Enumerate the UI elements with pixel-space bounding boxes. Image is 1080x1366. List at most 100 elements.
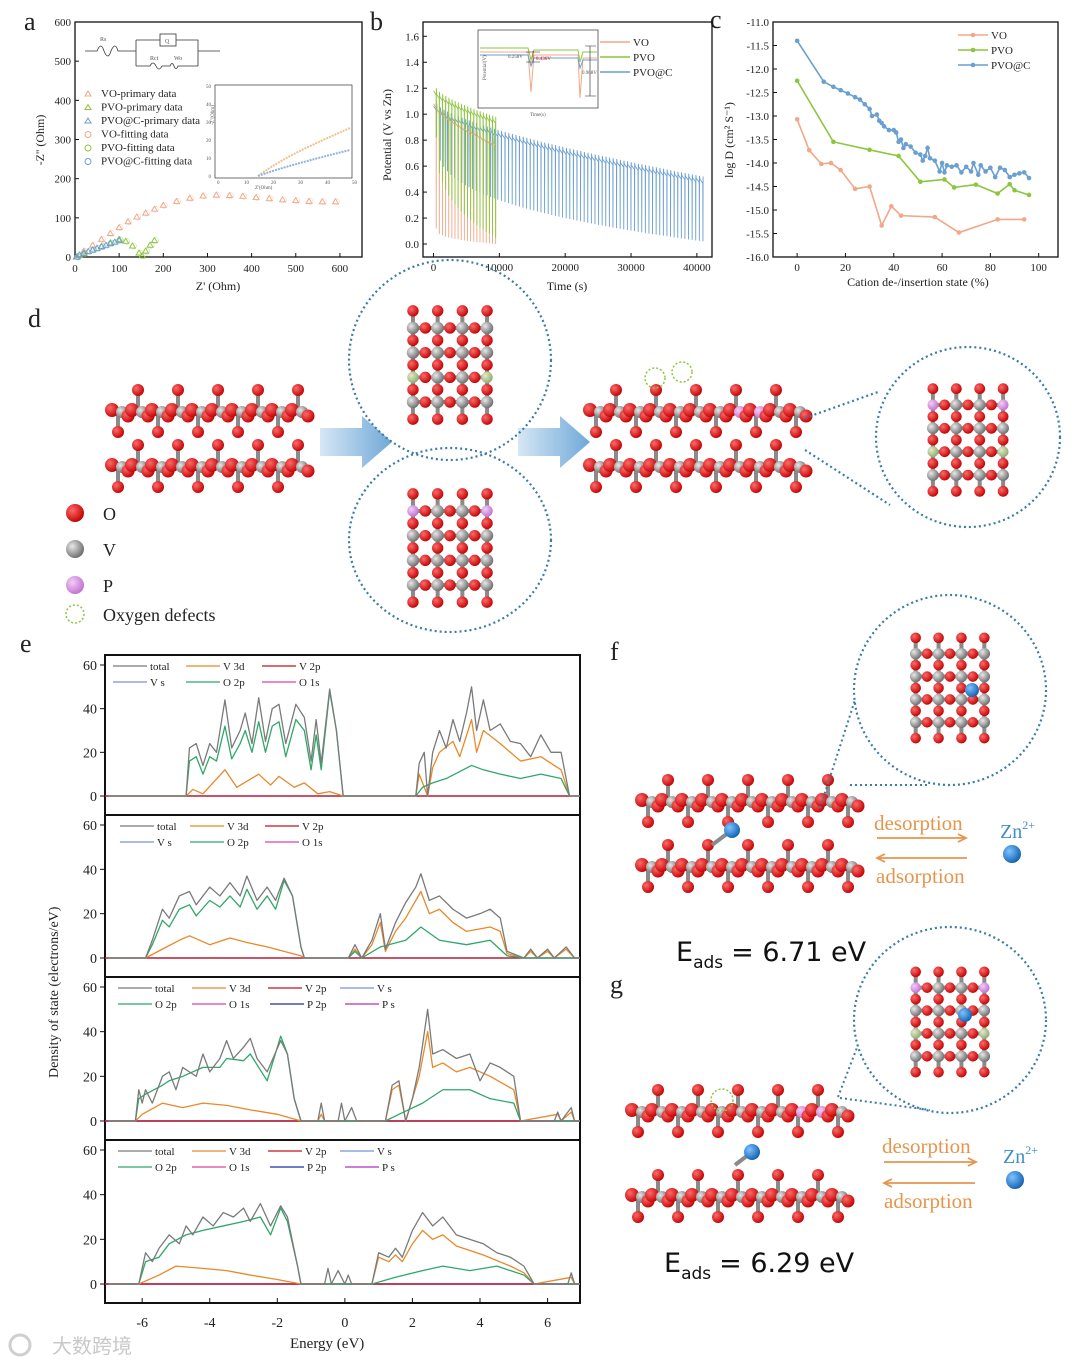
data-point — [1021, 217, 1027, 222]
legend-marker — [84, 117, 92, 124]
oxygen-atom — [431, 596, 444, 608]
zinc-ion-icon — [1006, 1171, 1024, 1189]
panel-label-g: g — [610, 970, 623, 999]
phosphorus-atom-icon — [66, 576, 84, 594]
oxygen-atom — [632, 1126, 644, 1138]
oxygen-atom — [752, 1211, 764, 1223]
oxygen-atom — [933, 632, 944, 644]
panel-label-d: d — [28, 304, 41, 333]
y-tick-label: 40 — [83, 1189, 97, 1204]
data-point — [821, 79, 827, 84]
oxygen-atom — [775, 793, 789, 807]
oxygen-atom — [469, 529, 481, 542]
oxygen-atom — [469, 554, 481, 567]
series-v-3d — [108, 1229, 580, 1285]
oxygen-atom — [444, 396, 456, 408]
fit-point — [152, 205, 159, 213]
data-point — [963, 164, 969, 170]
legend-label: PVO@C-primary data — [101, 115, 200, 127]
oxygen-atom — [710, 426, 722, 438]
vanadium-atom — [406, 578, 420, 592]
data-point — [932, 214, 938, 220]
oxygen-atom — [921, 1005, 933, 1016]
oxygen-atom-icon — [66, 504, 84, 522]
nyquist-plot: Rs Q Rct Wo 0 10 20 30 40 5001020304050Z'(Ohm… — [33, 17, 363, 293]
transform-arrow-2 — [518, 416, 590, 468]
oxygen-atom — [590, 426, 602, 438]
oxygen-atom — [792, 1126, 804, 1138]
legend-label: V 3d — [229, 983, 251, 995]
oxygen-atom — [755, 793, 769, 807]
series-v-3d — [108, 1031, 580, 1122]
legend-label: O 2p — [155, 999, 177, 1011]
data-point — [959, 170, 964, 175]
oxygen-atom — [469, 579, 481, 591]
oxygen-atom — [655, 793, 669, 807]
data-point — [128, 242, 137, 249]
oxygen-atom — [481, 305, 493, 317]
oxygen-atom — [481, 542, 493, 554]
oxygen-atom — [705, 1188, 719, 1202]
oxygen-atom — [910, 1016, 921, 1028]
data-point — [831, 139, 836, 145]
data-point — [150, 236, 159, 243]
oxygen-atom — [956, 993, 967, 1005]
y-tick-label: 0.4 — [405, 187, 419, 199]
fit-point — [293, 197, 301, 204]
layer-side-view — [635, 839, 865, 893]
data-point — [975, 172, 981, 178]
zn-label-f: Zn — [1000, 821, 1022, 843]
data-point — [1002, 167, 1008, 173]
fit-point — [214, 191, 221, 199]
data-point — [838, 167, 843, 173]
fit-point — [174, 198, 181, 205]
vanadium-atom — [431, 529, 444, 542]
vanadium-atom — [932, 1027, 945, 1040]
oxygen-atom — [444, 505, 456, 517]
data-point — [852, 94, 858, 100]
data-point — [146, 241, 154, 248]
data-point — [973, 182, 979, 187]
oxygen-atom — [125, 403, 139, 417]
oxygen-atom — [469, 396, 481, 408]
vanadium-atom — [932, 670, 945, 683]
legend-label: PVO — [991, 45, 1013, 57]
y-tick-label: 0.0 — [405, 239, 419, 251]
oxygen-atom — [775, 858, 789, 872]
oxygen-atom — [750, 426, 762, 438]
dos-subplot: 0 20 40 60 total V 3d V 2p V s O 2p O 1s — [83, 654, 581, 816]
vanadium-atom — [932, 716, 945, 729]
oxygen-atom — [610, 384, 622, 396]
oxygen-atom — [956, 732, 967, 744]
layer-side-view — [635, 774, 865, 828]
y-tick-label: 0.6 — [405, 161, 419, 173]
oxygen-atom — [672, 1126, 684, 1138]
data-point — [1026, 175, 1032, 181]
oxygen-atom — [642, 881, 654, 893]
inset-annotation-2: 0.436V — [536, 57, 551, 62]
oxygen-atom — [799, 409, 813, 423]
data-point — [951, 185, 957, 190]
y-tick-label: 0 — [66, 252, 72, 264]
oxygen-atom — [927, 485, 939, 497]
oxygen-atom — [456, 517, 469, 529]
vanadium-atom — [997, 469, 1009, 481]
legend-label: PVO@C — [991, 60, 1030, 72]
oxygen-atom — [112, 426, 124, 438]
zoom-circle-phosphorus — [347, 446, 553, 634]
transform-arrow-1 — [320, 416, 392, 468]
y-tick-label: 40 — [83, 703, 97, 718]
data-point — [881, 124, 887, 129]
oxygen-atom — [956, 705, 967, 717]
vanadium-atom — [955, 647, 968, 660]
y-tick-label: 0.2 — [405, 213, 419, 225]
layer-side-view — [105, 439, 315, 493]
vanadium-atom — [927, 469, 939, 481]
data-point — [995, 191, 1000, 196]
fit-point — [108, 230, 115, 237]
vanadium-atom — [955, 981, 968, 994]
lattice-top-view — [927, 383, 1009, 497]
vanadium-atom — [406, 554, 420, 567]
data-point — [794, 116, 800, 122]
oxygen-atom — [623, 458, 637, 472]
